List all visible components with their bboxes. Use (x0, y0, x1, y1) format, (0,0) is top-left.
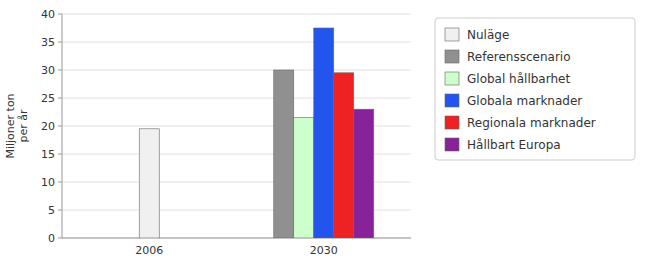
y-tick (58, 126, 62, 127)
legend-label: Hållbart Europa (467, 138, 561, 152)
legend-swatch (445, 116, 459, 129)
legend-label: Globala marknader (467, 94, 582, 108)
y-tick (58, 238, 62, 239)
y-tick (58, 14, 62, 15)
legend-label: Regionala marknader (467, 116, 596, 130)
grid-line (62, 42, 411, 43)
y-tick-label: 15 (41, 148, 55, 161)
bar (334, 73, 354, 238)
legend-swatch (445, 72, 459, 85)
y-tick-label: 0 (48, 232, 55, 245)
legend-swatch (445, 50, 459, 63)
grid-line (62, 14, 411, 15)
y-tick-label: 20 (41, 120, 55, 133)
y-tick (58, 42, 62, 43)
bars (139, 28, 374, 238)
y-tick-label: 35 (41, 36, 55, 49)
y-tick-label: 5 (48, 204, 55, 217)
bar (139, 129, 159, 238)
legend-swatch (445, 28, 459, 41)
y-axis-line (62, 14, 63, 238)
y-tick-label: 25 (41, 92, 55, 105)
y-axis: 0 5 10 15 20 25 30 35 40 (41, 8, 62, 245)
y-axis-label: Miljoner tonper år (4, 93, 30, 158)
bar (274, 70, 294, 238)
grid (62, 14, 411, 238)
x-tick-label: 2006 (135, 244, 163, 257)
bar (294, 118, 314, 238)
legend: Nuläge Referensscenario Global hållbarhet G… (435, 18, 635, 160)
x-tick-label: 2030 (310, 244, 338, 257)
y-tick-label: 40 (41, 8, 55, 21)
y-tick (58, 210, 62, 211)
grid-line (62, 70, 411, 71)
bar (314, 28, 334, 238)
y-tick (58, 182, 62, 183)
chart: 0510152025303540Miljoner tonper år200620… (0, 0, 661, 268)
bar (354, 109, 374, 238)
legend-label: Nuläge (467, 28, 509, 42)
legend-swatch (445, 138, 459, 151)
y-tick (58, 154, 62, 155)
chart-container: 0510152025303540Miljoner tonper år200620… (0, 0, 661, 268)
y-tick (58, 98, 62, 99)
y-tick-label: 10 (41, 176, 55, 189)
legend-box (435, 18, 635, 160)
legend-label: Referensscenario (467, 50, 571, 64)
y-tick (58, 70, 62, 71)
y-tick-label: 30 (41, 64, 55, 77)
grid-line (62, 98, 411, 99)
legend-label: Global hållbarhet (467, 72, 570, 86)
x-axis: 2006 2030 (62, 238, 411, 257)
legend-swatch (445, 94, 459, 107)
